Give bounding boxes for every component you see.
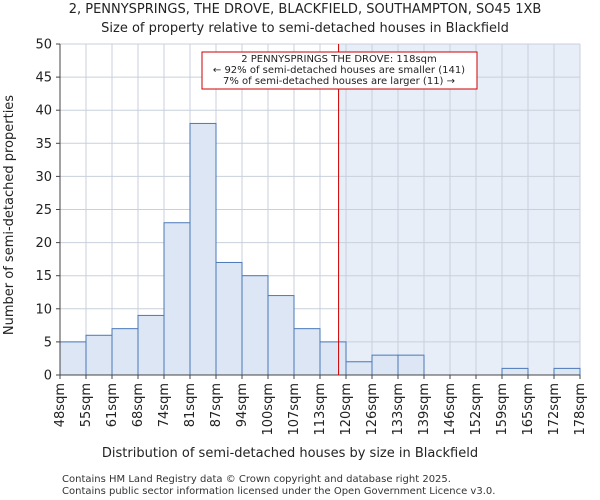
bar-81sqm <box>189 122 217 376</box>
bar-55sqm <box>85 334 113 376</box>
annotation-border <box>201 51 478 90</box>
x-tick-label: 87sqm <box>209 383 224 427</box>
annotation-box: 2 PENNYSPRINGS THE DROVE: 118sqm ← 92% o… <box>201 51 478 90</box>
bar-87sqm <box>215 261 243 376</box>
x-tick-label: 68sqm <box>131 383 146 427</box>
bar-113sqm <box>319 341 347 376</box>
y-tick-label: 30 <box>35 170 52 185</box>
y-tick-label: 45 <box>35 71 52 86</box>
y-tick-label: 0 <box>44 369 52 384</box>
x-tick-label: 113sqm <box>313 383 328 436</box>
x-tick-label: 126sqm <box>365 383 380 436</box>
bar-107sqm <box>293 328 321 376</box>
y-tick-label: 20 <box>35 236 52 251</box>
x-tick-label: 55sqm <box>79 383 94 427</box>
bar-172sqm <box>553 367 581 376</box>
y-tick-label: 25 <box>35 203 52 218</box>
y-tick-label: 5 <box>44 335 52 350</box>
bar-100sqm <box>267 295 295 376</box>
y-tick-label: 50 <box>35 38 52 53</box>
bar-94sqm <box>241 275 269 376</box>
y-tick-label: 15 <box>35 269 52 284</box>
x-tick-label: 48sqm <box>53 383 68 427</box>
bar-48sqm <box>59 341 87 376</box>
y-axis-label: Number of semi-detached properties <box>2 95 17 335</box>
footer-line-2: Contains public sector information licen… <box>62 486 495 497</box>
chart-subtitle: Size of property relative to semi-detach… <box>101 21 509 36</box>
bar-126sqm <box>371 354 399 376</box>
bar-159sqm <box>501 367 529 376</box>
bar-74sqm <box>163 222 191 376</box>
x-tick-label: 94sqm <box>235 383 250 427</box>
x-tick-label: 81sqm <box>183 383 198 427</box>
x-axis-ticks: 48sqm 55sqm 61sqm 68sqm 74sqm 81sqm 87sqm 94sqm… <box>53 375 588 436</box>
x-tick-label: 107sqm <box>287 383 302 436</box>
annotation-line-3: 7% of semi-detached houses are larger (1… <box>223 76 455 87</box>
bar-61sqm <box>111 328 139 376</box>
y-tick-label: 10 <box>35 302 52 317</box>
chart-title: 2, PENNYSPRINGS, THE DROVE, BLACKFIELD, … <box>69 2 542 17</box>
x-tick-label: 120sqm <box>339 383 354 436</box>
x-tick-label: 152sqm <box>469 383 484 436</box>
x-tick-label: 133sqm <box>391 383 406 436</box>
x-tick-label: 159sqm <box>495 383 510 436</box>
annotation-line-1: 2 PENNYSPRINGS THE DROVE: 118sqm <box>241 54 437 65</box>
x-tick-label: 100sqm <box>261 383 276 436</box>
x-tick-label: 61sqm <box>105 383 120 427</box>
x-tick-label: 172sqm <box>547 383 562 436</box>
bar-120sqm <box>345 361 373 376</box>
y-axis-ticks: 0 5 10 15 20 25 30 35 40 45 50 <box>35 38 60 384</box>
footer-line-1: Contains HM Land Registry data © Crown c… <box>62 474 451 485</box>
y-tick-label: 40 <box>35 104 52 119</box>
x-axis-label: Distribution of semi-detached houses by … <box>102 446 478 461</box>
bar-68sqm <box>137 314 165 376</box>
x-tick-label: 146sqm <box>443 383 458 436</box>
annotation-line-2: ← 92% of semi-detached houses are smalle… <box>213 65 465 76</box>
bars <box>59 44 581 376</box>
x-tick-label: 139sqm <box>417 383 432 436</box>
x-tick-label: 74sqm <box>157 383 172 427</box>
x-tick-label: 165sqm <box>521 383 536 436</box>
x-tick-label: 178sqm <box>573 383 588 436</box>
bar-133sqm <box>397 354 425 376</box>
y-tick-label: 35 <box>35 137 52 152</box>
